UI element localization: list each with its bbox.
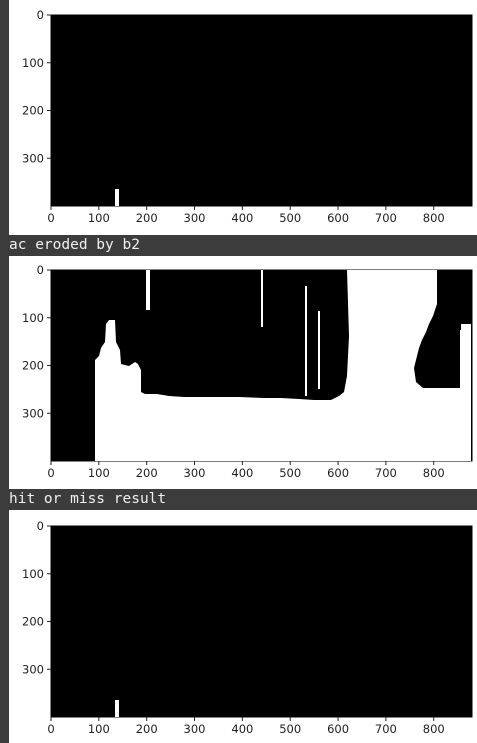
x-tick-label: 700 — [375, 211, 397, 225]
plot-3-svg: 0 100 200 300 400 500 600 700 800 0 100 200 300 — [22, 519, 473, 736]
plot-1-image — [50, 14, 473, 207]
plot-1-svg: 0 100 200 300 400 500 600 700 800 0 100 200 300 — [22, 8, 473, 225]
x-tick-label: 500 — [279, 211, 301, 225]
y-tick-label: 0 — [37, 8, 44, 22]
plot-2-white-region — [95, 270, 469, 461]
x-tick-label: 0 — [47, 466, 54, 480]
x-tick-label: 500 — [279, 722, 301, 736]
y-tick-label: 300 — [22, 662, 44, 676]
x-tick-label: 300 — [184, 466, 206, 480]
plot-3-ticks: 0 100 200 300 400 500 600 700 800 0 100 200 300 — [22, 519, 445, 736]
x-tick-label: 600 — [327, 211, 349, 225]
plot-2-ticks: 0 100 200 300 400 500 600 700 800 0 100 200 300 — [22, 263, 445, 480]
y-tick-label: 0 — [37, 263, 44, 277]
x-tick-label: 100 — [88, 722, 110, 736]
y-tick-label: 100 — [22, 567, 44, 581]
plot-1-blob — [115, 189, 119, 206]
x-tick-label: 100 — [88, 211, 110, 225]
y-tick-label: 100 — [22, 56, 44, 70]
x-tick-label: 300 — [184, 211, 206, 225]
plot-1-ticks: 0 100 200 300 400 500 600 700 800 0 100 200 300 — [22, 8, 445, 225]
y-tick-label: 200 — [22, 615, 44, 629]
x-tick-label: 100 — [88, 466, 110, 480]
x-tick-label: 200 — [136, 722, 158, 736]
plot-1: 0 100 200 300 400 500 600 700 800 0 100 200 300 — [9, 0, 477, 235]
x-tick-label: 600 — [327, 466, 349, 480]
plot-3: 0 100 200 300 400 500 600 700 800 0 100 200 300 — [9, 510, 477, 743]
x-tick-label: 800 — [423, 722, 445, 736]
plot-2-line-1 — [261, 270, 263, 327]
plot-3-blob — [115, 700, 119, 717]
output-label-eroded: ac eroded by b2 — [9, 237, 140, 253]
x-tick-label: 500 — [279, 466, 301, 480]
y-tick-label: 300 — [22, 406, 44, 420]
plot-2-line-2 — [305, 286, 307, 396]
x-tick-label: 300 — [184, 722, 206, 736]
x-tick-label: 400 — [231, 211, 253, 225]
y-tick-label: 300 — [22, 151, 44, 165]
plot-3-image — [50, 525, 473, 718]
y-tick-label: 100 — [22, 311, 44, 325]
x-tick-label: 700 — [375, 722, 397, 736]
x-tick-label: 0 — [47, 211, 54, 225]
x-tick-label: 800 — [423, 466, 445, 480]
output-label-hitmiss: hit or miss result — [9, 491, 167, 507]
x-tick-label: 200 — [136, 211, 158, 225]
y-tick-label: 200 — [22, 104, 44, 118]
plot-2-top-block — [354, 270, 366, 325]
plot-2-top-right-black — [441, 270, 472, 330]
output-label-band-1 — [9, 235, 477, 256]
x-tick-label: 700 — [375, 466, 397, 480]
output-label-band-2 — [9, 489, 477, 510]
output-gutter — [0, 0, 9, 743]
plot-2-svg: 0 100 200 300 400 500 600 700 800 0 100 200 300 — [22, 263, 473, 480]
y-tick-label: 0 — [37, 519, 44, 533]
y-tick-label: 200 — [22, 359, 44, 373]
plot-2-line-3 — [318, 311, 320, 389]
x-tick-label: 0 — [47, 722, 54, 736]
plot-2: 0 100 200 300 400 500 600 700 800 0 100 200 300 — [9, 256, 477, 489]
x-tick-label: 400 — [231, 722, 253, 736]
plot-2-right-edge — [461, 324, 471, 461]
x-tick-label: 200 — [136, 466, 158, 480]
x-tick-label: 800 — [423, 211, 445, 225]
x-tick-label: 600 — [327, 722, 349, 736]
x-tick-label: 400 — [231, 466, 253, 480]
plot-2-bar-1 — [146, 270, 150, 310]
